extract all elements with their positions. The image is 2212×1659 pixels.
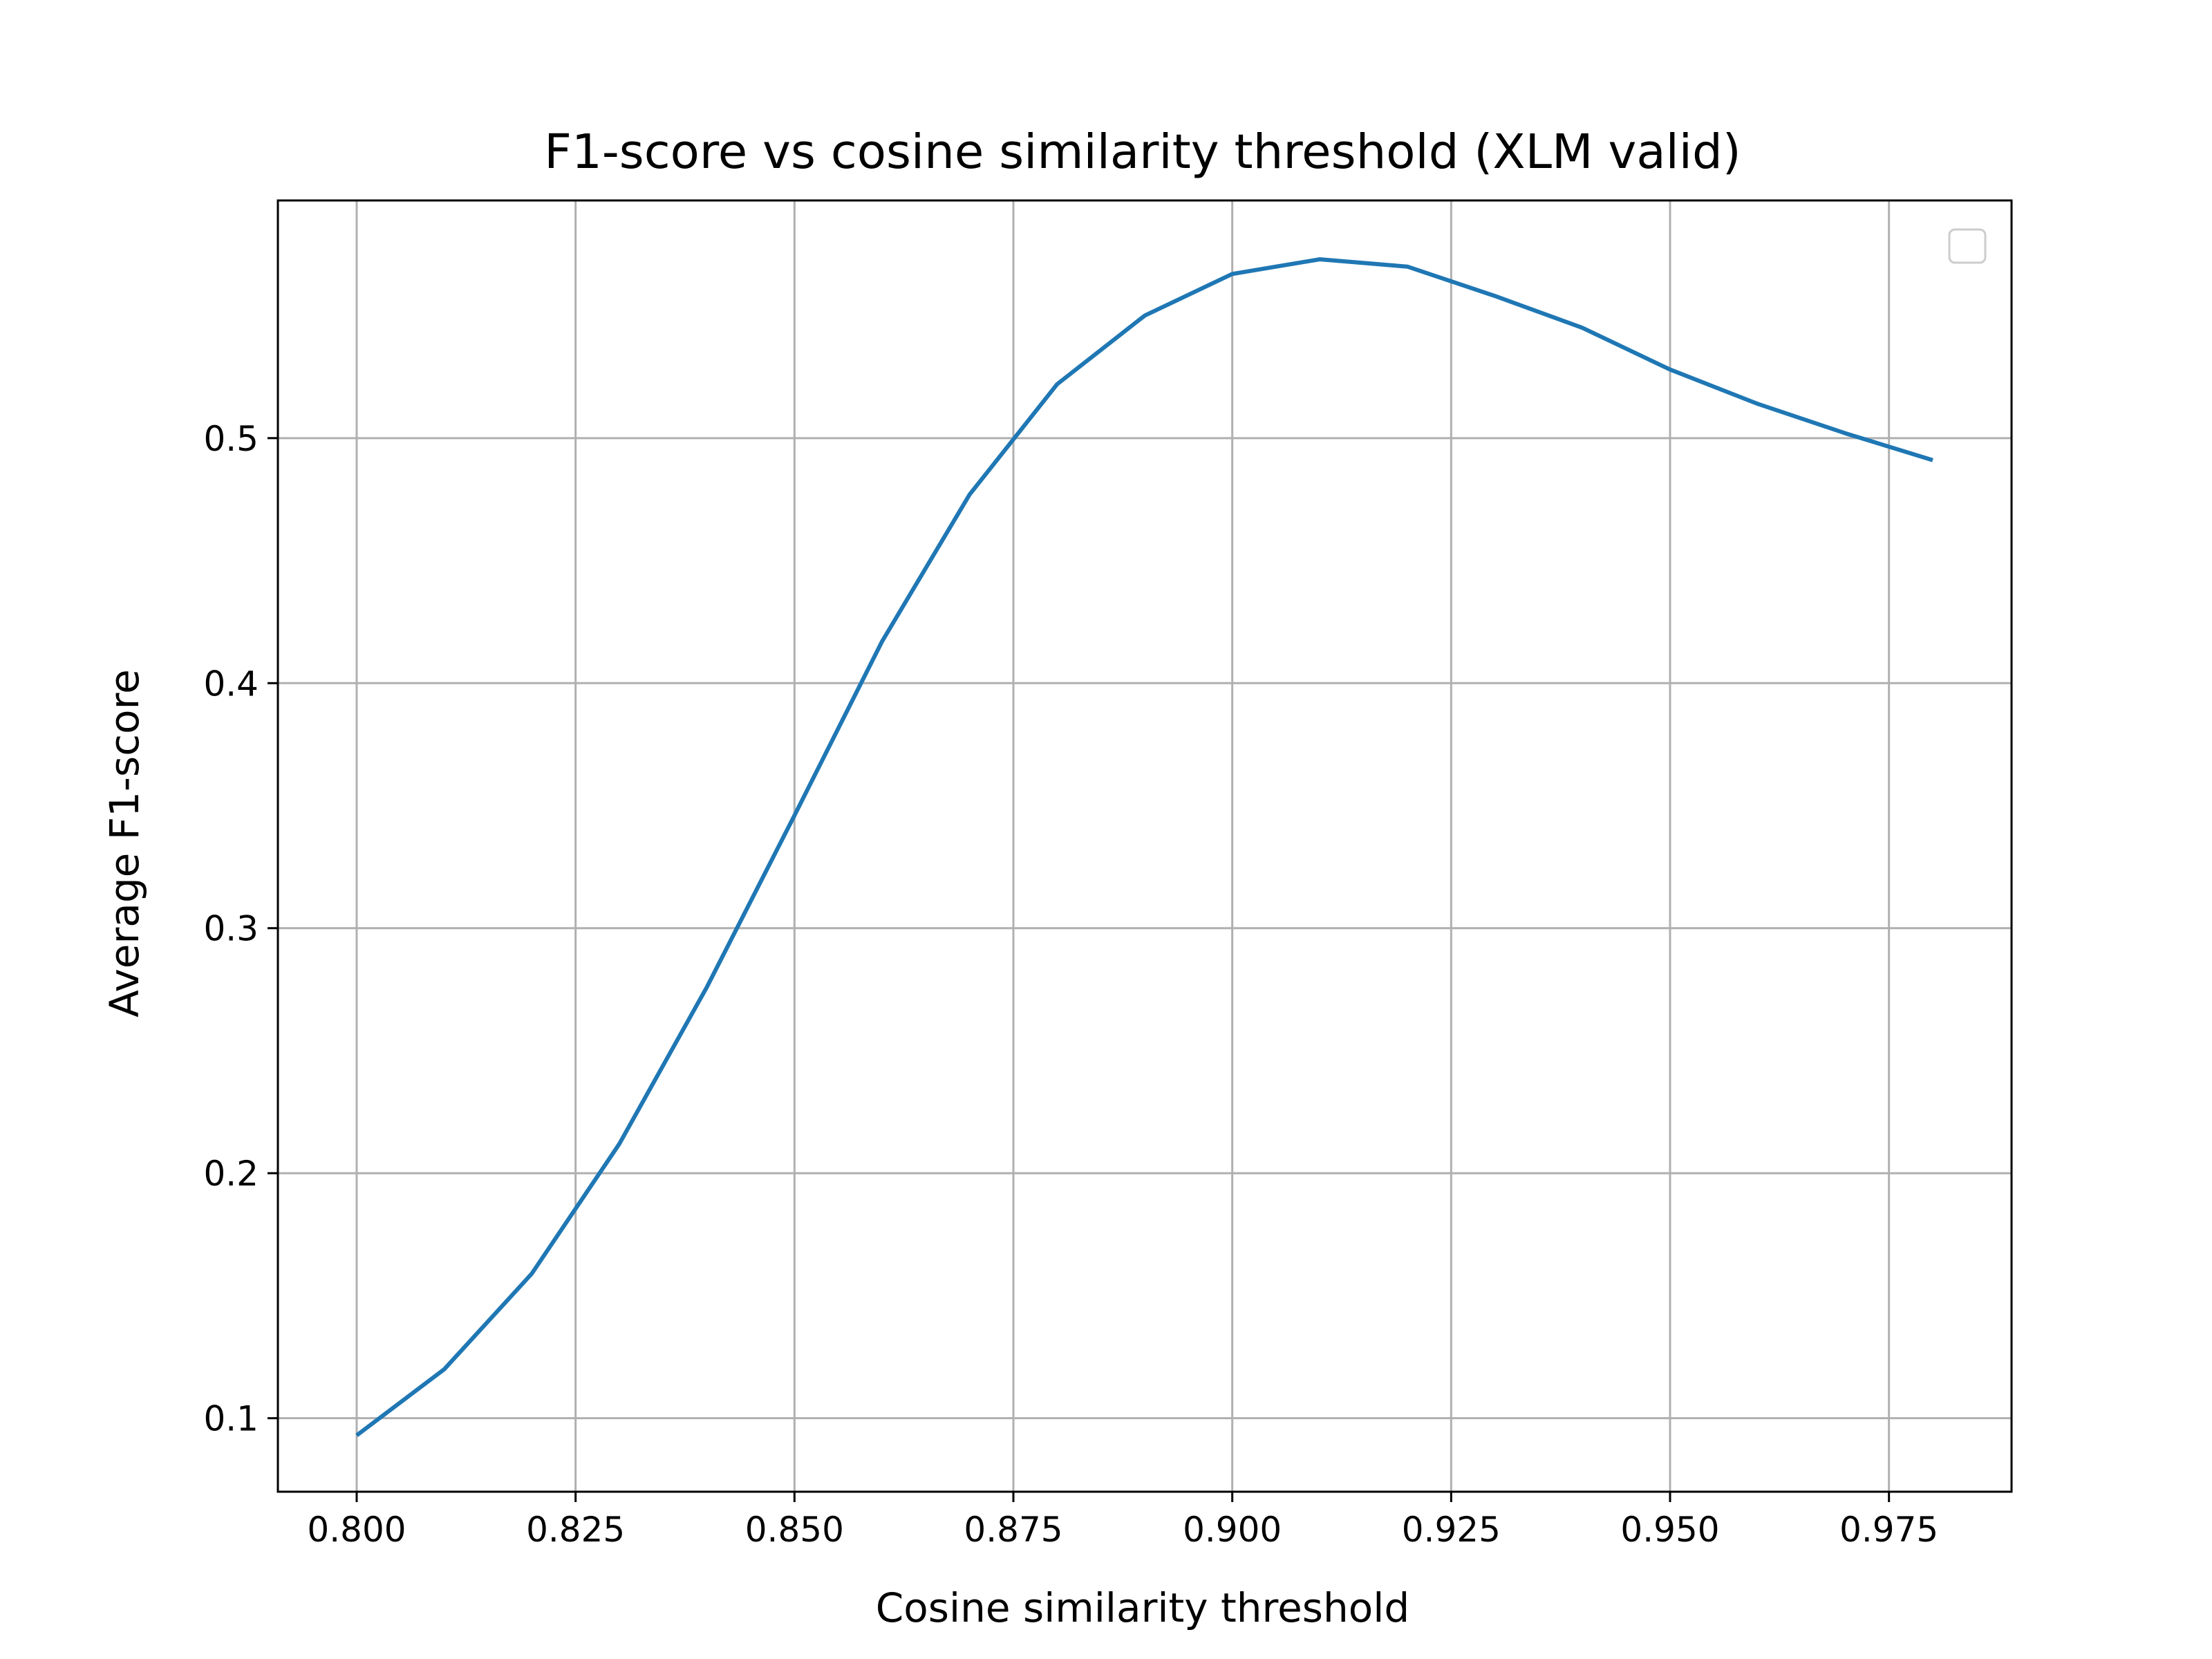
legend-box xyxy=(1948,228,1987,264)
data-point xyxy=(1670,369,1671,370)
y-tick-label: 0.4 xyxy=(203,664,259,704)
y-axis-label: Average F1-score xyxy=(101,669,148,1018)
chart-title: F1-score vs cosine similarity threshold … xyxy=(544,124,1741,180)
y-tick-label: 0.5 xyxy=(203,419,259,459)
x-tick-label: 0.875 xyxy=(964,1510,1062,1550)
data-point xyxy=(706,986,707,987)
series-layer xyxy=(355,257,1933,1437)
y-tick-label: 0.2 xyxy=(203,1154,259,1194)
x-tick-label: 0.975 xyxy=(1839,1510,1938,1550)
data-point xyxy=(882,641,883,642)
series-line xyxy=(355,257,1933,1437)
y-tick-label: 0.3 xyxy=(203,909,259,949)
data-point xyxy=(794,815,795,816)
ticks: 0.800 0.825 0.850 0.875 0.900 0.925 0.950 0.975… xyxy=(203,419,1938,1550)
x-axis-label: Cosine similarity threshold xyxy=(876,1584,1409,1631)
data-point xyxy=(1407,266,1408,267)
x-tick-label: 0.800 xyxy=(307,1510,406,1550)
data-point xyxy=(1494,296,1495,297)
grid xyxy=(278,200,2012,1492)
data-point xyxy=(969,494,970,495)
x-tick-label: 0.950 xyxy=(1620,1510,1719,1550)
x-tick-label: 0.925 xyxy=(1402,1510,1501,1550)
y-tick-label: 0.1 xyxy=(203,1399,259,1439)
x-tick-label: 0.850 xyxy=(745,1510,844,1550)
x-tick-label: 0.900 xyxy=(1183,1510,1282,1550)
data-point xyxy=(619,1143,620,1144)
plot-frame xyxy=(276,199,2013,1493)
x-tick-label: 0.825 xyxy=(526,1510,625,1550)
